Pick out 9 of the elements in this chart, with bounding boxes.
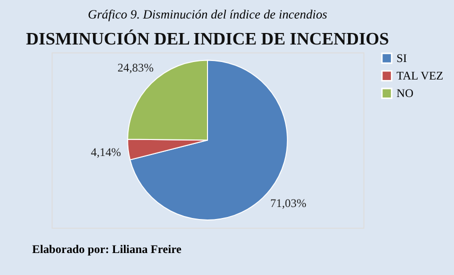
data-label: 71,03% xyxy=(270,196,307,210)
legend-label: NO xyxy=(396,87,414,100)
data-label: 24,83% xyxy=(118,61,154,74)
legend-label: SI xyxy=(396,52,408,66)
chart-subtitle: DISMINUCIÓN DEL INDICE DE INCENDIOS xyxy=(26,28,390,49)
legend-label: TAL VEZ xyxy=(396,70,444,83)
text: Elaborado por: Liliana Freire xyxy=(32,243,182,256)
data-label: 4,14% xyxy=(90,146,122,160)
chart-title: Gráfico 9. Disminución del índice de incendios xyxy=(88,7,328,22)
